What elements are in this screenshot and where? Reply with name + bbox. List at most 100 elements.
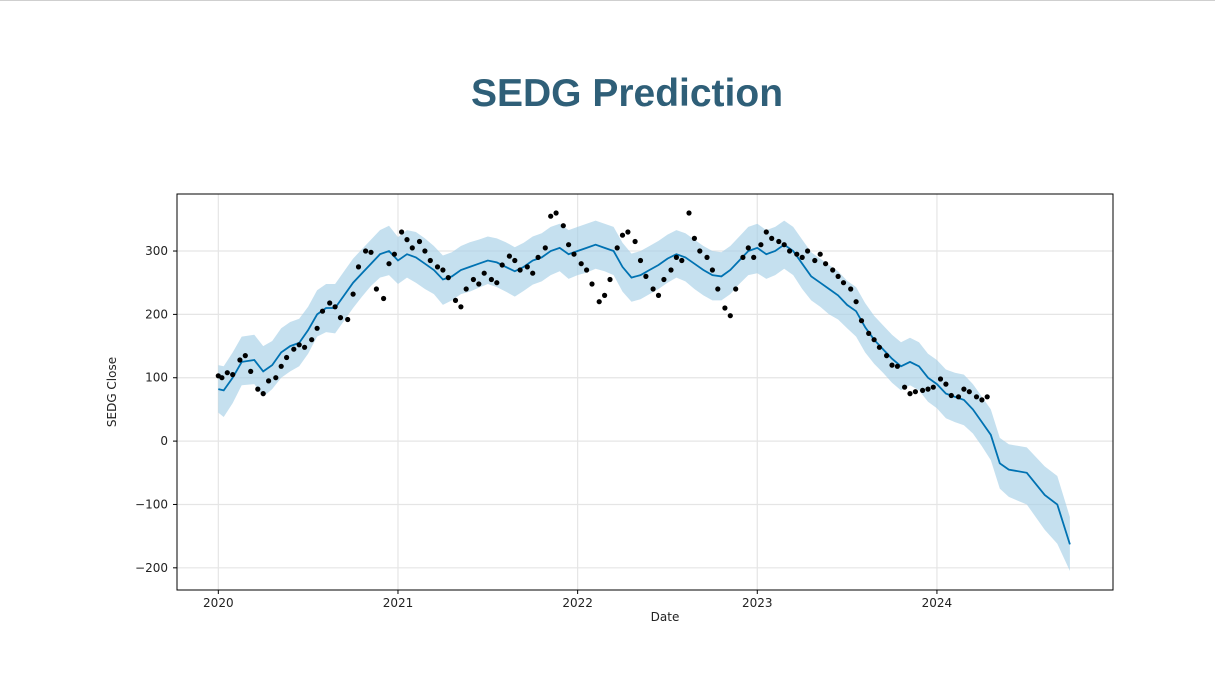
- x-tick-label: 2020: [203, 596, 234, 610]
- observed-point: [434, 264, 441, 270]
- observed-point: [373, 286, 379, 292]
- y-tick-label: 300: [145, 244, 168, 258]
- observed-point: [866, 330, 872, 336]
- observed-point: [722, 305, 728, 311]
- observed-point: [291, 346, 297, 352]
- observed-point: [355, 264, 362, 270]
- x-tick-label: 2021: [383, 596, 414, 610]
- observed-point: [858, 318, 865, 324]
- observed-point: [363, 248, 369, 254]
- observed-point: [476, 281, 482, 287]
- observed-point: [530, 270, 536, 276]
- observed-point: [751, 254, 757, 260]
- observed-point: [607, 276, 613, 283]
- observed-point: [973, 394, 980, 400]
- observed-point: [350, 291, 356, 297]
- observed-point: [386, 261, 392, 267]
- observed-point: [871, 337, 877, 343]
- observed-point: [273, 375, 279, 381]
- page-title: SEDG Prediction: [470, 72, 784, 115]
- observed-point: [512, 257, 518, 264]
- observed-point: [470, 276, 476, 283]
- observed-point: [835, 273, 841, 279]
- observed-point: [327, 300, 333, 306]
- observed-point: [727, 313, 733, 319]
- observed-point: [655, 292, 662, 298]
- observed-point: [602, 292, 608, 298]
- observed-point: [506, 253, 512, 259]
- observed-point: [458, 304, 464, 310]
- observed-point: [337, 315, 344, 321]
- observed-point: [404, 237, 410, 243]
- y-tick-label: 200: [145, 307, 168, 321]
- observed-point: [907, 391, 913, 397]
- top-divider: [0, 0, 1215, 1]
- observed-point: [889, 362, 895, 368]
- observed-point: [686, 210, 692, 216]
- observed-point: [894, 363, 901, 369]
- observed-point: [668, 267, 674, 273]
- observed-point: [679, 257, 685, 264]
- forecast-line-layer: [218, 243, 1071, 545]
- observed-point: [319, 308, 326, 314]
- observed-point: [589, 281, 595, 287]
- observed-point: [823, 261, 829, 267]
- observed-point: [902, 384, 908, 390]
- observed-point: [781, 242, 787, 248]
- observed-point: [332, 304, 338, 310]
- observed-point: [416, 238, 423, 245]
- observed-point: [961, 386, 967, 392]
- observed-point: [422, 248, 428, 254]
- observed-point: [260, 391, 266, 397]
- observed-point: [230, 372, 236, 378]
- observed-point: [930, 384, 936, 390]
- observed-point: [812, 257, 818, 264]
- observed-point: [937, 376, 944, 382]
- y-tick-layer: 300 200 100 0 −100 −200: [135, 244, 177, 575]
- observed-point: [452, 297, 459, 303]
- observed-point: [553, 210, 559, 216]
- observed-point: [314, 325, 320, 331]
- observed-point: [984, 394, 990, 400]
- observed-point: [948, 392, 954, 399]
- y-tick-label: −100: [135, 497, 168, 511]
- observed-point: [463, 286, 469, 292]
- y-tick-label: 100: [145, 371, 168, 385]
- observed-point: [643, 273, 649, 279]
- observed-point: [691, 235, 698, 241]
- observed-point: [830, 267, 836, 273]
- observed-point: [499, 262, 505, 268]
- observed-point: [427, 257, 433, 264]
- observed-point: [920, 387, 926, 393]
- observed-point: [309, 337, 315, 343]
- observed-point: [979, 397, 985, 403]
- observed-point: [876, 344, 883, 350]
- observed-point: [381, 295, 387, 302]
- observed-point: [625, 229, 631, 235]
- observed-point: [925, 386, 931, 392]
- observed-point: [535, 254, 541, 260]
- observed-point: [248, 368, 254, 374]
- y-axis-label: SEDG Close: [105, 357, 119, 427]
- observed-point: [548, 213, 554, 219]
- observed-point: [566, 242, 572, 248]
- observed-points-layer: [215, 210, 990, 403]
- observed-point: [637, 257, 644, 264]
- observed-point: [632, 238, 638, 245]
- observed-point: [542, 245, 548, 251]
- x-tick-label: 2022: [562, 596, 593, 610]
- observed-point: [794, 251, 800, 257]
- observed-point: [219, 375, 225, 381]
- observed-point: [740, 254, 746, 260]
- observed-point: [445, 275, 451, 281]
- x-tick-layer: 2020 2021 2022 2023 2024: [203, 590, 952, 610]
- uncertainty-band: [218, 220, 1070, 571]
- observed-point: [709, 267, 716, 273]
- observed-point: [955, 394, 962, 400]
- x-axis-label: Date: [651, 610, 680, 624]
- observed-point: [848, 286, 854, 292]
- observed-point: [368, 249, 374, 255]
- observed-point: [745, 245, 751, 251]
